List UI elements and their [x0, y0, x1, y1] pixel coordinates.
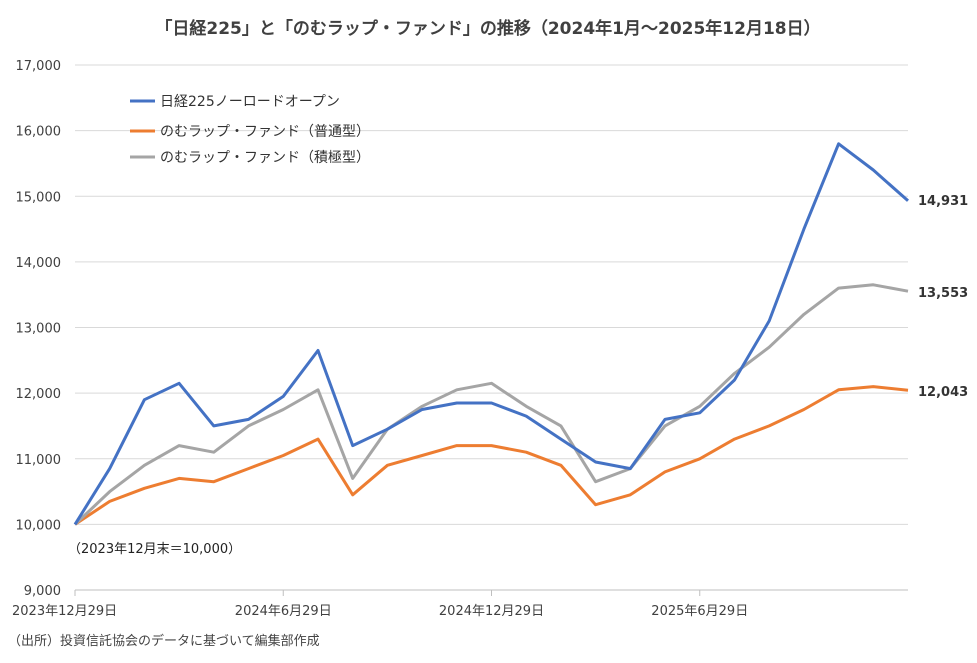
x-tick-label: 2024年6月29日	[235, 604, 332, 619]
source-note: （出所）投資信託協会のデータに基づいて編集部作成	[8, 633, 320, 649]
legend: 日経225ノーロードオープン のむラップ・ファンド（普通型） のむラップ・ファン…	[130, 94, 370, 166]
y-tick-label: 9,000	[24, 584, 61, 599]
y-tick-label: 17,000	[16, 59, 62, 74]
legend-label-standard: のむラップ・ファンド（普通型）	[160, 124, 370, 140]
x-tick-label: 2024年12月29日	[439, 604, 544, 619]
chart-title: 「日経225」と「のむラップ・ファンド」の推移（2024年1月〜2025年12月…	[155, 18, 820, 39]
y-tick-label: 11,000	[16, 453, 62, 468]
legend-label-nikkei: 日経225ノーロードオープン	[160, 94, 340, 110]
end-label-standard: 12,043	[918, 385, 968, 400]
y-tick-label: 14,000	[16, 256, 62, 271]
baseline-annotation: （2023年12月末＝10,000）	[68, 542, 241, 557]
series-line-standard	[74, 385, 909, 526]
legend-label-aggressive: のむラップ・ファンド（積極型）	[160, 150, 370, 166]
y-tick-label: 13,000	[16, 322, 62, 337]
end-label-aggressive: 13,553	[918, 286, 968, 301]
series-lines	[73, 142, 909, 526]
x-tick-label: 2025年6月29日	[651, 604, 748, 619]
y-tick-label: 12,000	[16, 387, 62, 402]
y-tick-label: 16,000	[16, 125, 62, 140]
x-axis-ticks: 2023年12月29日 2024年6月29日 2024年12月29日 2025年6月2…	[12, 590, 748, 619]
gridlines	[75, 64, 908, 591]
y-tick-label: 10,000	[16, 518, 62, 533]
series-line-nikkei	[73, 142, 909, 526]
y-axis-ticks: 9,000 10,000 11,000 12,000 13,000 14,000 15,00…	[16, 59, 62, 599]
y-tick-label: 15,000	[16, 190, 62, 205]
end-label-nikkei: 14,931	[918, 194, 968, 209]
series-line-aggressive	[73, 283, 909, 526]
x-tick-label: 2023年12月29日	[12, 604, 117, 619]
